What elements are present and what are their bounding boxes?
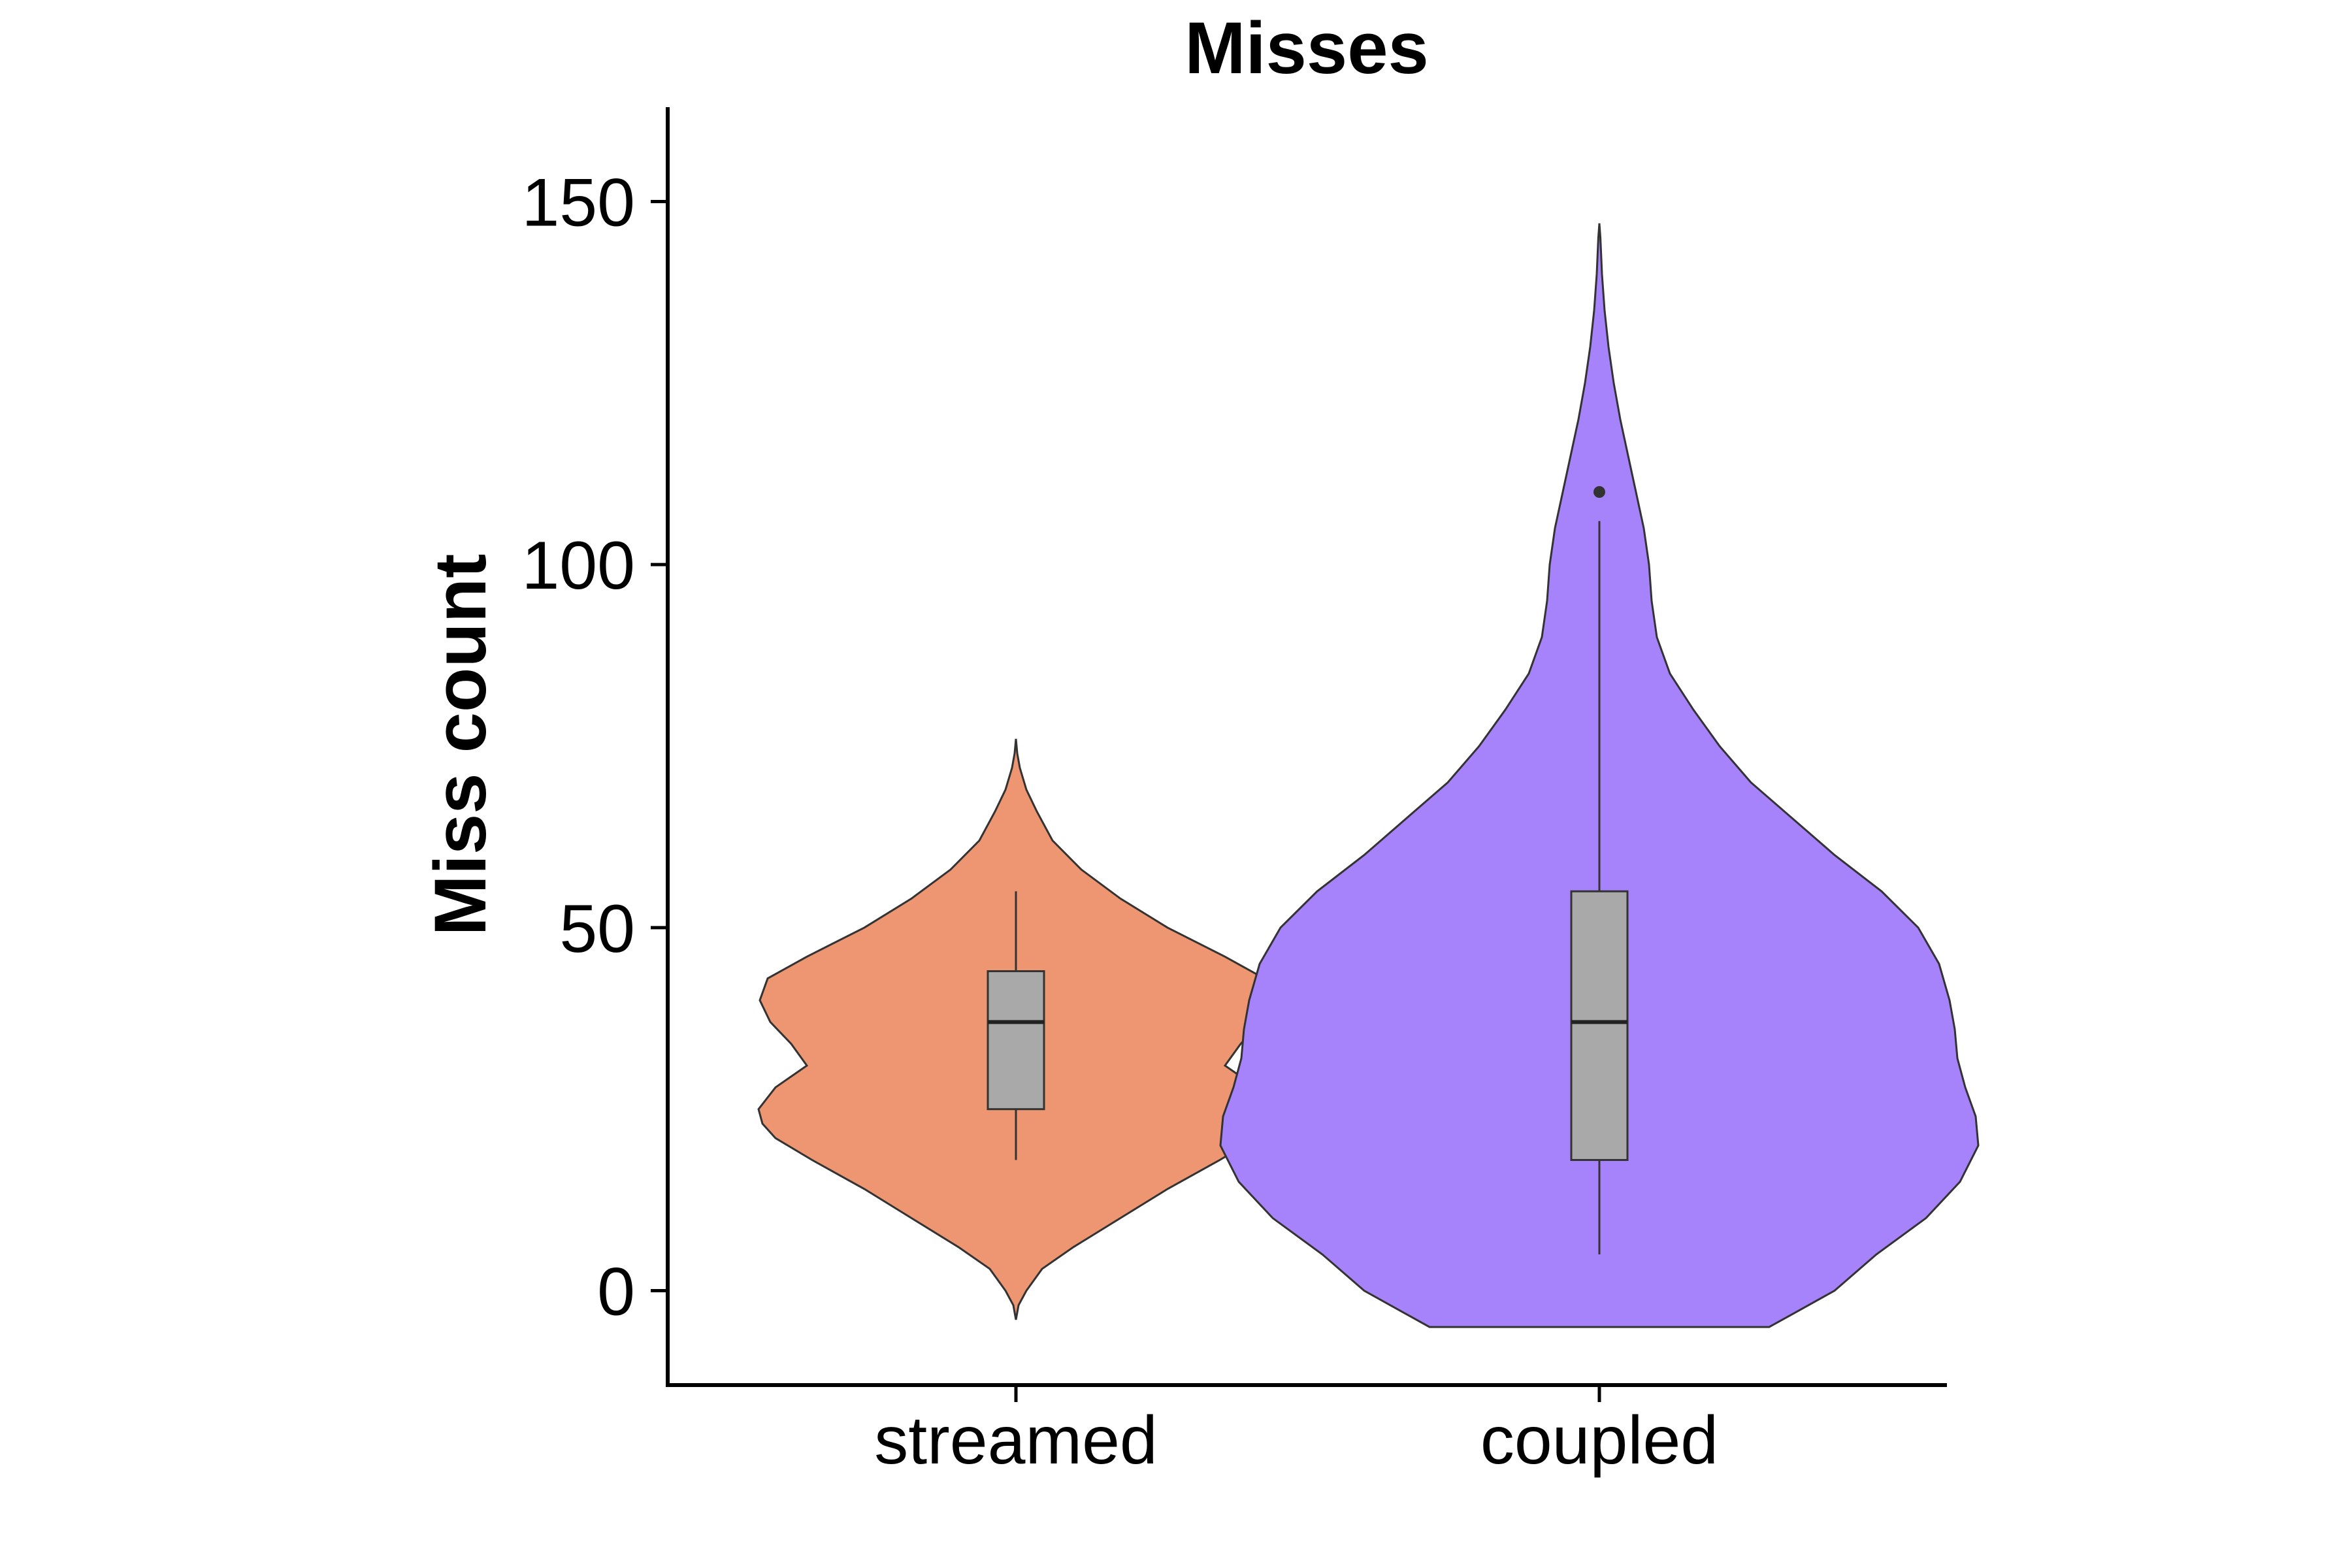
outlier-point-coupled-0 xyxy=(1593,486,1605,498)
chart-title: Misses xyxy=(1184,7,1429,89)
x-tick-label: coupled xyxy=(1480,1403,1718,1478)
y-tick-label: 50 xyxy=(559,891,635,967)
box-streamed xyxy=(987,970,1045,1111)
y-tick-label: 0 xyxy=(597,1254,635,1330)
plot-area xyxy=(757,223,1980,1328)
axis-ticks: 0 50 100 150 streamed coupled xyxy=(521,165,1718,1478)
x-tick-label: streamed xyxy=(874,1403,1158,1478)
y-tick-label: 100 xyxy=(521,528,635,604)
y-axis-title: Miss count xyxy=(419,554,501,936)
box-coupled xyxy=(1570,890,1629,1161)
y-tick-label: 150 xyxy=(521,165,635,240)
